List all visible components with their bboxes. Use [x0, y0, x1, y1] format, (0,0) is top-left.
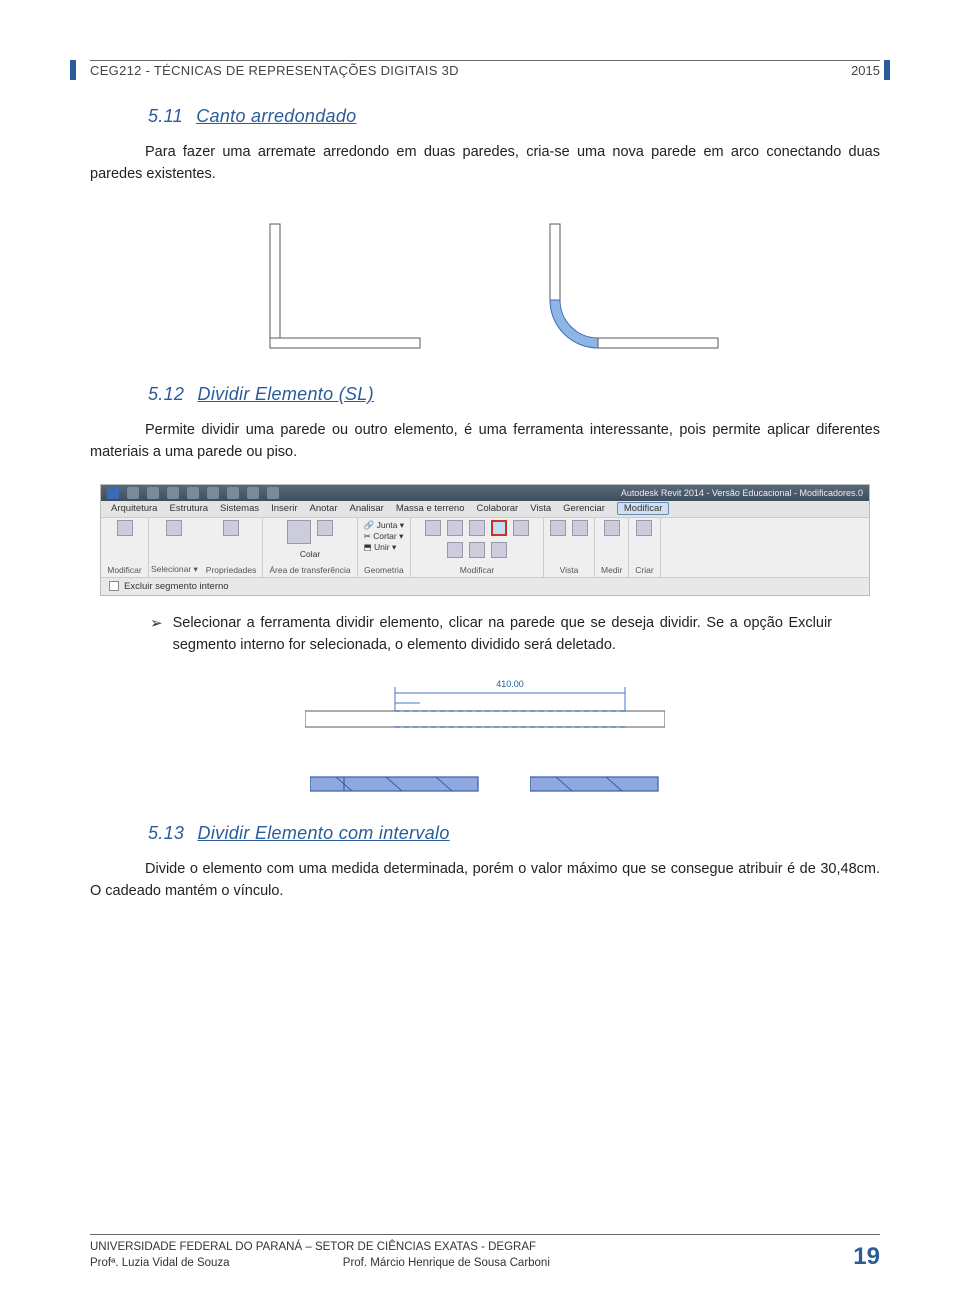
toolbar-icon [207, 487, 219, 499]
toolbar-icon [247, 487, 259, 499]
ribbon-tab[interactable]: Anotar [310, 503, 338, 514]
section-name: Dividir Elemento com intervalo [198, 823, 450, 843]
ribbon-command[interactable]: ✂ Cortar ▾ [364, 531, 404, 542]
ribbon-tab[interactable]: Colaborar [477, 503, 519, 514]
section-name: Dividir Elemento (SL) [198, 384, 374, 404]
ribbon-panel-label: Vista [550, 565, 588, 575]
ribbon-tab[interactable]: Sistemas [220, 503, 259, 514]
section-number: 5.13 [148, 823, 184, 843]
section-5-12-title: 5.12 Dividir Elemento (SL) [148, 384, 880, 405]
ribbon-button-icon[interactable] [469, 520, 485, 536]
ribbon-button-icon[interactable] [447, 542, 463, 558]
toolbar-icon [187, 487, 199, 499]
footer-prof2: Prof. Márcio Henrique de Sousa Carboni [343, 1257, 550, 1269]
ribbon-tab[interactable]: Modificar [617, 502, 670, 515]
section-5-13-title: 5.13 Dividir Elemento com intervalo [148, 823, 880, 844]
toolbar-icon [227, 487, 239, 499]
quick-access-toolbar: Autodesk Revit 2014 - Versão Educacional… [101, 485, 869, 501]
footer-prof1: Profª. Luzia Vidal de Souza [90, 1257, 230, 1269]
ribbon-button-icon[interactable] [513, 520, 529, 536]
ribbon-panel: Criar [629, 518, 660, 577]
ribbon-panel-label: Propriedades [206, 565, 257, 575]
ribbon-button-icon[interactable] [117, 520, 133, 536]
ribbon-button-icon[interactable] [604, 520, 620, 536]
dimension-value: 410.00 [496, 679, 524, 689]
checkbox-label: Excluir segmento interno [124, 581, 229, 592]
bullet-5-12: ➢ Selecionar a ferramenta dividir elemen… [150, 612, 832, 657]
split-walls-figure [275, 775, 695, 795]
titlebar-text: Autodesk Revit 2014 - Versão Educacional… [621, 488, 863, 498]
ribbon-button-icon[interactable] [317, 520, 333, 536]
ribbon-tab[interactable]: Inserir [271, 503, 297, 514]
ribbon-panel: Propriedades [200, 518, 264, 577]
ribbon-panel: Colar Área de transferência [263, 518, 357, 577]
ribbon-panel: Vista [544, 518, 595, 577]
ribbon-panel: Selecionar ▾ [149, 518, 200, 577]
ribbon-tab[interactable]: Arquitetura [111, 503, 157, 514]
corner-figures [90, 216, 880, 356]
bullet-arrow-icon: ➢ [150, 612, 163, 657]
ribbon-panel-label: Selecionar ▾ [151, 564, 198, 575]
revit-ribbon-screenshot: Autodesk Revit 2014 - Versão Educacional… [100, 484, 870, 596]
ribbon-panel-label: Modificar [107, 565, 142, 575]
ribbon-button-icon[interactable] [469, 542, 485, 558]
page-number: 19 [853, 1243, 880, 1271]
section-5-11-text: Para fazer uma arremate arredondo em dua… [90, 141, 880, 186]
header-accent-right [884, 60, 890, 80]
ribbon-tabs: Arquitetura Estrutura Sistemas Inserir Anota… [101, 501, 869, 517]
toolbar-icon [127, 487, 139, 499]
app-button-icon [107, 487, 119, 499]
ribbon-tab[interactable]: Analisar [350, 503, 384, 514]
ribbon-panel-label: Criar [635, 565, 653, 575]
ribbon-panels: Modificar Selecionar ▾ Propriedades Colar Ár… [101, 517, 869, 577]
ribbon-panel: 🔗 Junta ▾✂ Cortar ▾⬒ Unir ▾ Geometria [358, 518, 411, 577]
dimension-figure: 410.00 [305, 675, 665, 735]
section-number: 5.11 [148, 106, 183, 126]
ribbon-panel-label: Modificar [417, 565, 537, 575]
section-5-11-title: 5.11 Canto arredondado [148, 106, 880, 127]
ribbon-button-icon[interactable] [447, 520, 463, 536]
toolbar-icon [167, 487, 179, 499]
header-accent-left [70, 60, 76, 80]
course-code: CEG212 - TÉCNICAS DE REPRESENTAÇÕES DIGI… [90, 63, 459, 78]
ribbon-button-icon[interactable] [425, 520, 441, 536]
ribbon-button-icon[interactable] [636, 520, 652, 536]
bullet-text: Selecionar a ferramenta dividir elemento… [173, 612, 832, 657]
page-footer: UNIVERSIDADE FEDERAL DO PARANÁ – SETOR D… [90, 1234, 880, 1271]
toolbar-icon [267, 487, 279, 499]
section-number: 5.12 [148, 384, 184, 404]
ribbon-button-icon[interactable] [491, 542, 507, 558]
ribbon-tab[interactable]: Estrutura [169, 503, 208, 514]
ribbon-panel: Modificar [101, 518, 149, 577]
ribbon-tab[interactable]: Massa e terreno [396, 503, 465, 514]
section-5-13-text: Divide o elemento com uma medida determi… [90, 858, 880, 903]
ribbon-button-icon[interactable] [166, 520, 182, 536]
section-5-12-text: Permite dividir uma parede ou outro elem… [90, 419, 880, 464]
corner-square-figure [240, 216, 430, 356]
ribbon-command[interactable]: 🔗 Junta ▾ [364, 520, 404, 531]
ribbon-panel: Modificar [411, 518, 544, 577]
ribbon-panel-label: Área de transferência [269, 565, 350, 575]
page-header: CEG212 - TÉCNICAS DE REPRESENTAÇÕES DIGI… [90, 60, 880, 78]
footer-institution: UNIVERSIDADE FEDERAL DO PARANÁ – SETOR D… [90, 1239, 550, 1255]
ribbon-tab[interactable]: Gerenciar [563, 503, 605, 514]
ribbon-button-icon[interactable] [572, 520, 588, 536]
ribbon-tab[interactable]: Vista [530, 503, 551, 514]
corner-rounded-figure [520, 216, 730, 356]
checkbox-icon[interactable] [109, 581, 119, 591]
toolbar-icon [147, 487, 159, 499]
course-year: 2015 [851, 63, 880, 78]
ribbon-button-label: Colar [269, 549, 350, 559]
ribbon-panel-label: Geometria [364, 565, 404, 575]
ribbon-command[interactable]: ⬒ Unir ▾ [364, 542, 397, 553]
section-name: Canto arredondado [196, 106, 356, 126]
ribbon-button-icon[interactable] [287, 520, 311, 544]
ribbon-button-icon[interactable] [491, 520, 507, 536]
ribbon-button-icon[interactable] [550, 520, 566, 536]
options-bar: Excluir segmento interno [101, 577, 869, 595]
ribbon-button-icon[interactable] [223, 520, 239, 536]
ribbon-panel-label: Medir [601, 565, 622, 575]
ribbon-panel: Medir [595, 518, 629, 577]
